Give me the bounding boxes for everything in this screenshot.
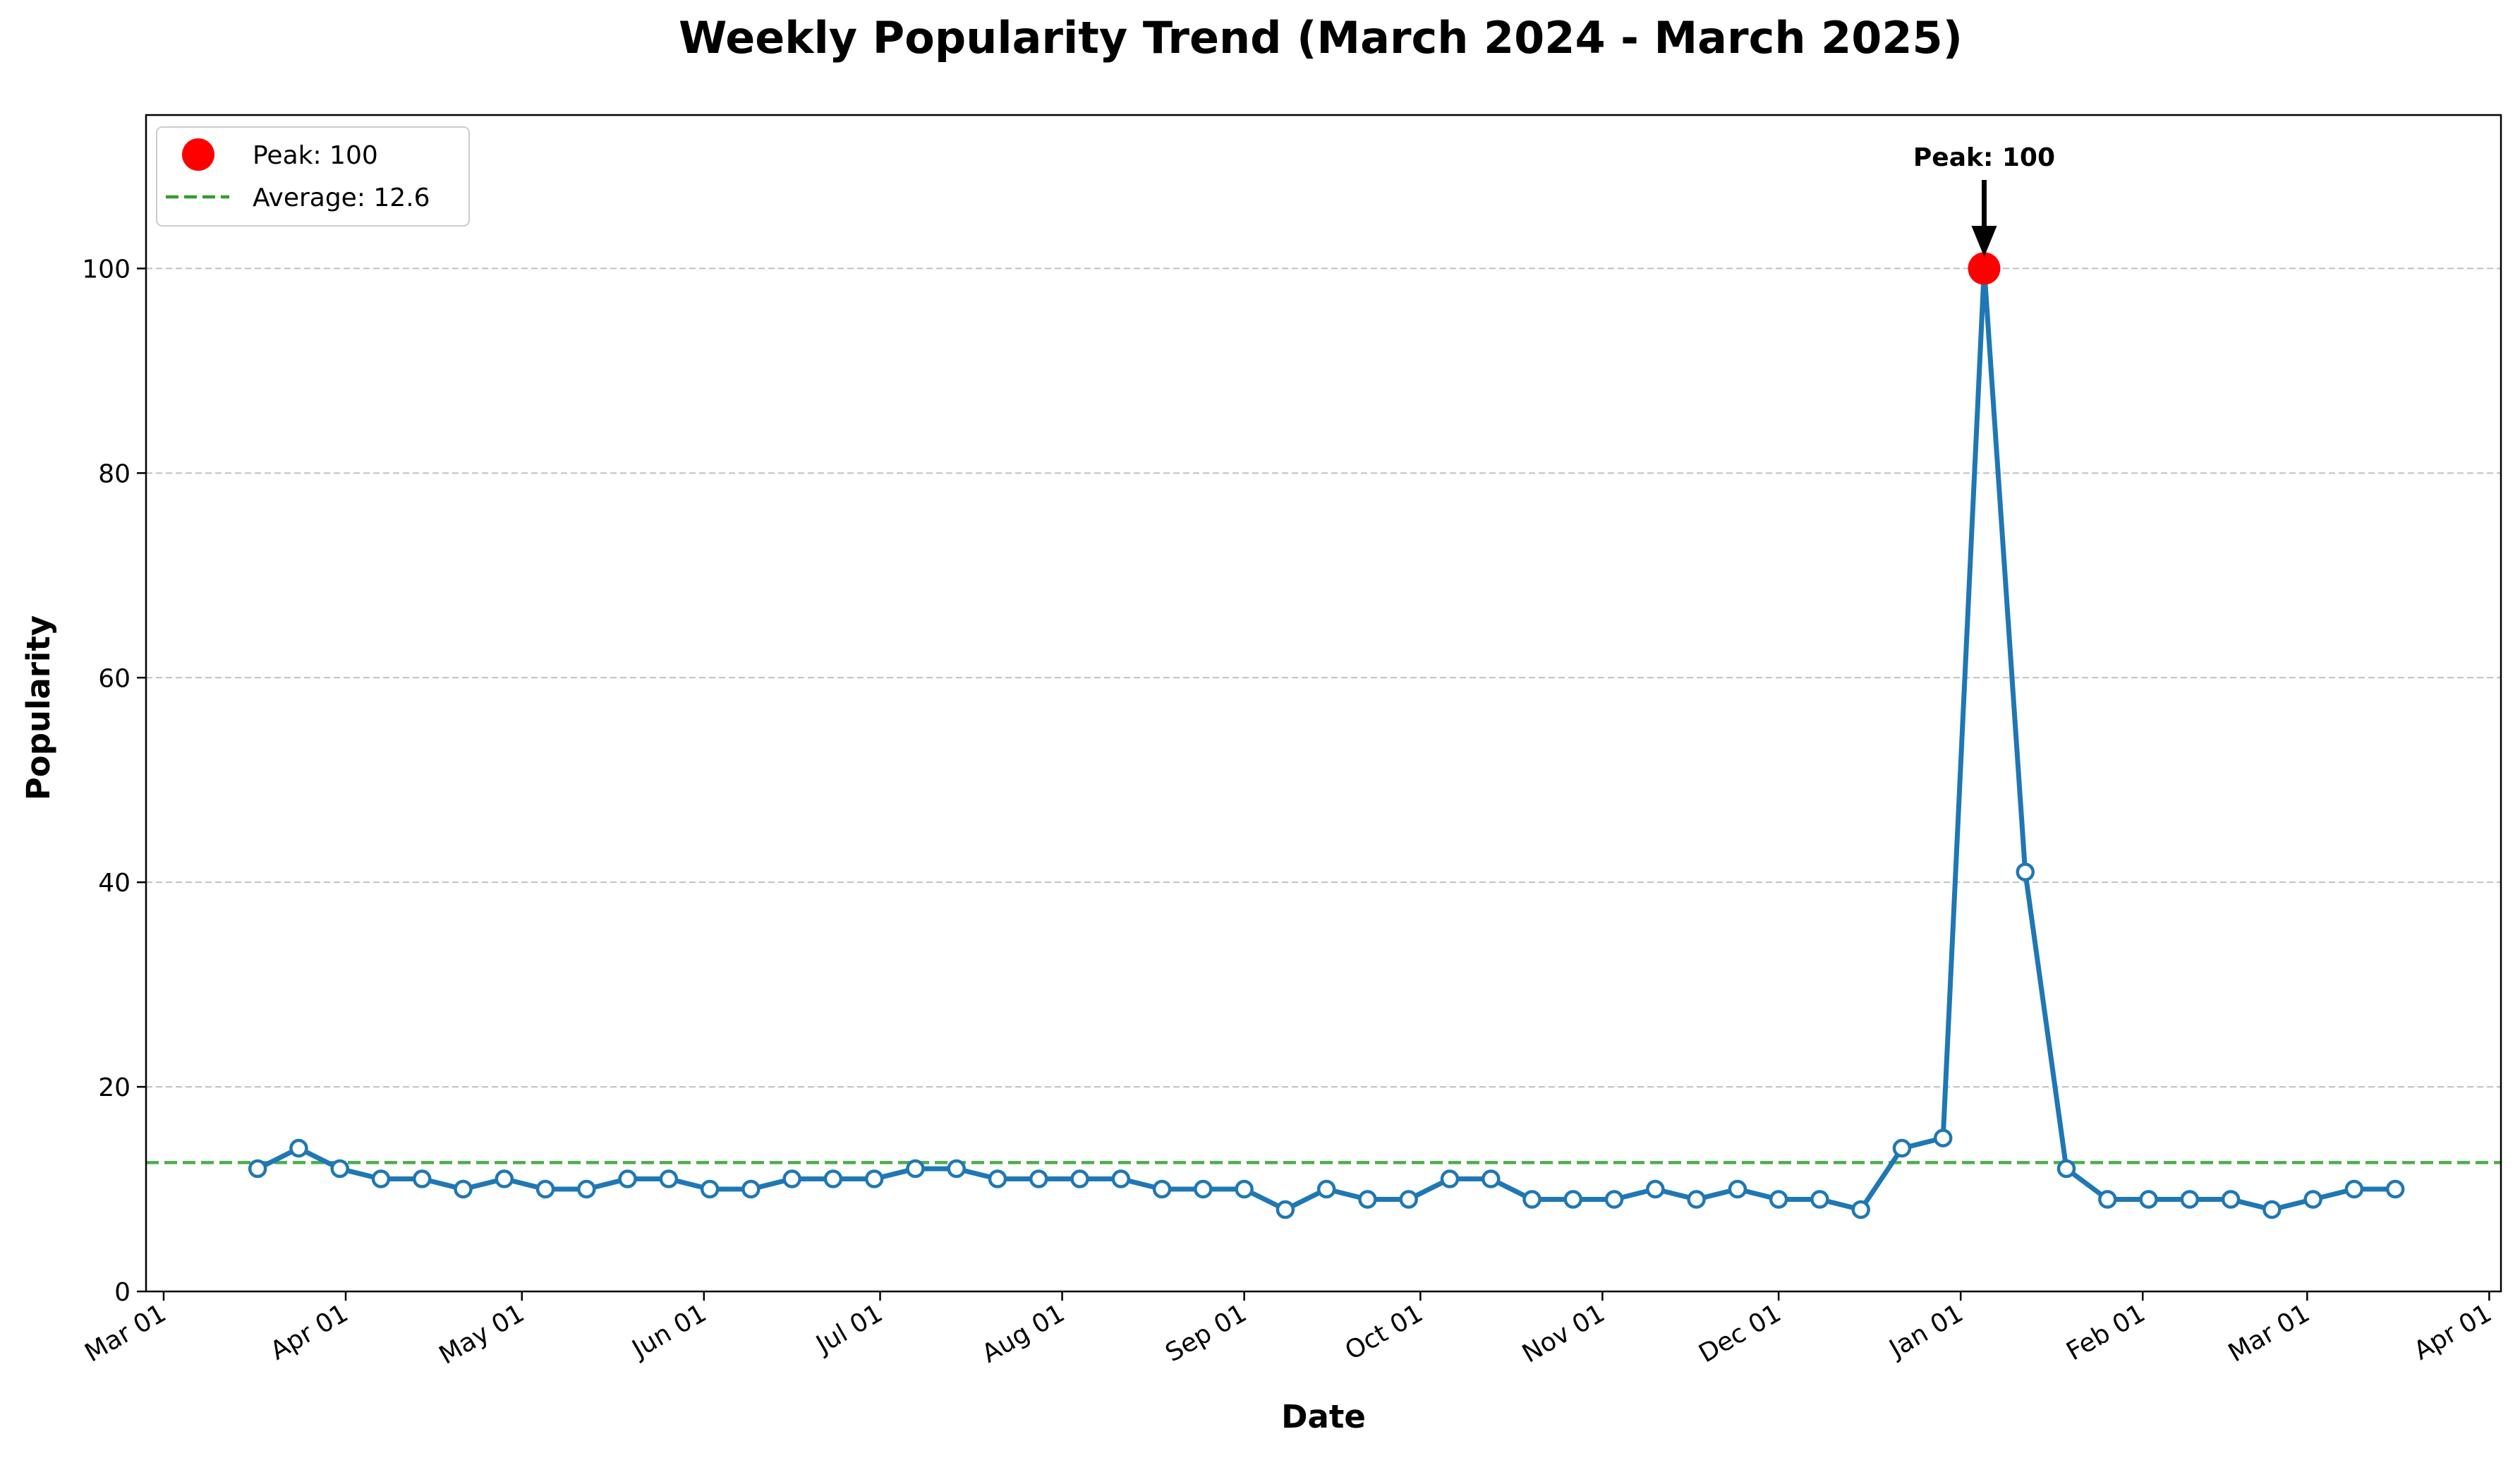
data-point [1563, 1190, 1583, 1209]
peak-annotation-arrow-head [1971, 226, 1997, 257]
data-point [906, 1159, 925, 1179]
y-tick-label: 60 [98, 664, 131, 693]
data-point [2016, 862, 2035, 881]
y-axis-label: Popularity [20, 615, 57, 800]
peak-annotation: Peak: 100 [1913, 143, 2055, 257]
data-point [2303, 1190, 2322, 1209]
y-tick-label: 100 [82, 255, 131, 284]
legend: Peak: 100 Average: 12.6 [156, 126, 470, 227]
data-point [823, 1169, 843, 1188]
data-point [1933, 1128, 1953, 1147]
data-point [2344, 1179, 2364, 1199]
data-point [2098, 1190, 2117, 1209]
data-point [1235, 1179, 1254, 1199]
data-point [618, 1169, 637, 1188]
data-point [1440, 1169, 1460, 1188]
data-point [1194, 1179, 1213, 1199]
data-point [1646, 1179, 1665, 1199]
data-point [1029, 1169, 1048, 1188]
data-point [1316, 1179, 1336, 1199]
data-point [700, 1179, 720, 1199]
y-tick-label: 20 [98, 1073, 131, 1102]
plot-frame [145, 114, 2502, 1293]
data-point [1399, 1190, 1418, 1209]
chart-title: Weekly Popularity Trend (March 2024 - Ma… [679, 12, 1963, 64]
data-point [1810, 1190, 1829, 1209]
series-group [248, 259, 2405, 1219]
data-point [1728, 1179, 1747, 1199]
data-point [1769, 1190, 1788, 1209]
data-point [1687, 1190, 1706, 1209]
y-axis-ticks: 0 20 40 60 80 100 [82, 255, 146, 1307]
data-point [741, 1179, 761, 1199]
data-point [495, 1169, 514, 1188]
data-point [248, 1159, 267, 1179]
data-point [535, 1179, 555, 1199]
data-point [371, 1169, 391, 1188]
data-point [1604, 1190, 1624, 1209]
x-axis-label: Date [1281, 1398, 1366, 1435]
y-tick-label: 80 [98, 459, 131, 488]
data-point [2385, 1179, 2405, 1199]
data-point [2139, 1190, 2158, 1209]
data-point [577, 1179, 596, 1199]
data-point [2262, 1200, 2282, 1219]
data-point [1892, 1138, 1912, 1158]
data-point [947, 1159, 966, 1179]
peak-marker-group [1968, 252, 2001, 285]
data-point [289, 1138, 308, 1158]
data-point [412, 1169, 432, 1188]
peak-annotation-label: Peak: 100 [1913, 143, 2055, 172]
data-point [1070, 1169, 1089, 1188]
legend-peak-marker [182, 138, 214, 171]
y-tick-label: 40 [98, 869, 131, 898]
data-point [864, 1169, 884, 1188]
peak-marker [1968, 252, 2001, 285]
data-point [1851, 1200, 1870, 1219]
data-point [659, 1169, 679, 1188]
data-point [2180, 1190, 2200, 1209]
legend-peak-label: Peak: 100 [253, 141, 378, 170]
data-point [454, 1179, 473, 1199]
data-point [1522, 1190, 1541, 1209]
data-point [988, 1169, 1007, 1188]
data-point [1276, 1200, 1295, 1219]
data-point [782, 1169, 801, 1188]
legend-box [156, 126, 470, 227]
y-gridlines [146, 267, 2501, 1088]
data-point [1111, 1169, 1131, 1188]
data-point [1152, 1179, 1172, 1199]
data-point [2221, 1190, 2241, 1209]
y-tick-label: 0 [114, 1278, 131, 1307]
data-point [330, 1159, 349, 1179]
data-point [1481, 1169, 1501, 1188]
legend-average-label: Average: 12.6 [253, 183, 430, 212]
data-point [2056, 1159, 2076, 1179]
data-point [1358, 1190, 1377, 1209]
